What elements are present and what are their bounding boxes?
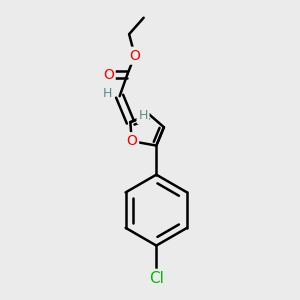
Text: H: H bbox=[103, 86, 112, 100]
Text: O: O bbox=[126, 134, 137, 148]
Text: H: H bbox=[138, 109, 148, 122]
Text: O: O bbox=[129, 49, 140, 63]
Text: O: O bbox=[103, 68, 114, 82]
Text: Cl: Cl bbox=[149, 271, 164, 286]
